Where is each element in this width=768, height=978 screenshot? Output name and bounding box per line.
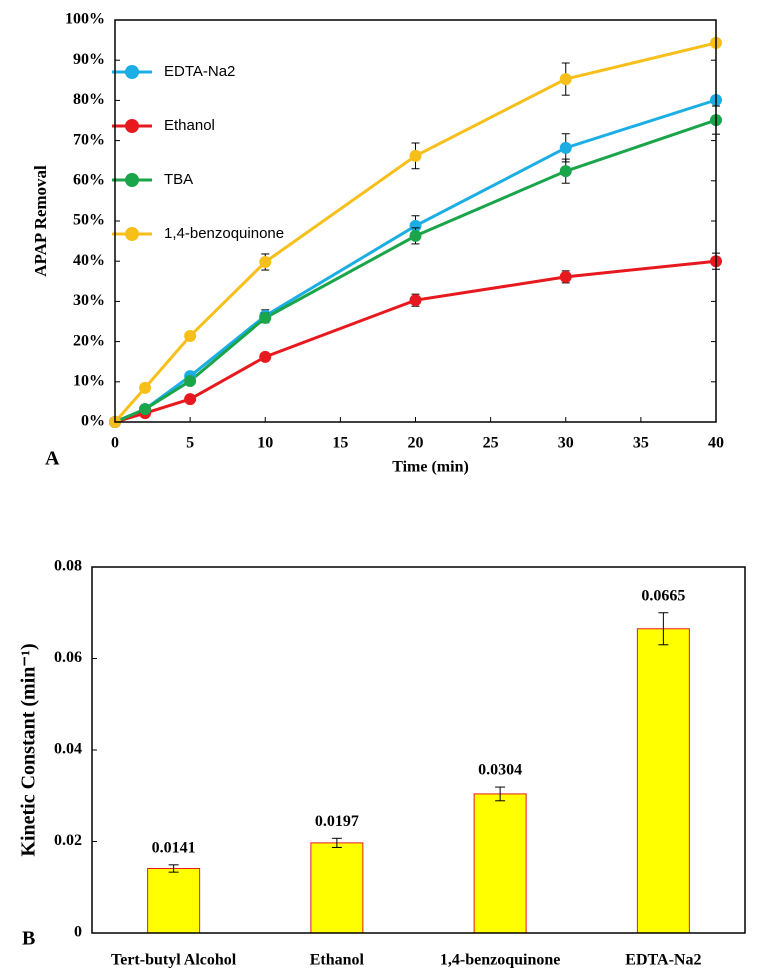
x-tick-label: 40 (708, 435, 724, 452)
y-tick-label: 90% (73, 51, 105, 68)
y-tick-label: 10% (73, 372, 105, 389)
data-point (559, 270, 572, 283)
legend-label: TBA (164, 171, 193, 188)
data-point (259, 256, 272, 269)
y-axis-title: Kinetic Constant (min⁻¹) (18, 643, 40, 856)
bar (310, 842, 364, 934)
y-tick-label: 40% (73, 252, 105, 269)
y-tick-label: 0.04 (54, 741, 82, 758)
x-tick-label: 10 (257, 435, 273, 452)
x-tick-label: 15 (332, 435, 348, 452)
error-bar (658, 612, 669, 646)
legend-marker (125, 119, 139, 133)
y-tick-label: 0 (74, 924, 82, 941)
x-tick-label: 35 (633, 435, 649, 452)
bar (473, 793, 527, 934)
value-label: 0.0665 (641, 587, 685, 604)
data-point (409, 294, 422, 307)
legend-label: Ethanol (164, 117, 215, 134)
panel-label: B (22, 928, 35, 950)
value-label: 0.0304 (478, 762, 522, 779)
y-tick-label: 0.08 (54, 558, 82, 575)
bar (147, 867, 201, 934)
data-point (139, 381, 152, 394)
x-tick-label: Ethanol (310, 952, 365, 969)
x-tick-label: 25 (483, 435, 499, 452)
y-tick-label: 20% (73, 332, 105, 349)
y-axis-title: APAP Removal (31, 165, 50, 277)
bar (636, 628, 690, 934)
panel-label: A (45, 448, 60, 470)
x-tick-label: Tert-butyl Alcohol (111, 952, 237, 969)
legend-marker (125, 173, 139, 187)
plot-frame (91, 566, 746, 934)
y-tick-label: 0% (81, 413, 105, 430)
error-bar (331, 837, 342, 848)
y-tick-label: 0.06 (54, 649, 82, 666)
legend-label: 1,4-benzoquinone (164, 225, 284, 242)
data-point (409, 229, 422, 242)
legend-label: EDTA-Na2 (164, 63, 235, 80)
data-point (139, 403, 152, 416)
y-tick-label: 60% (73, 171, 105, 188)
plot-frame (114, 19, 717, 423)
x-tick-label: 5 (186, 435, 194, 452)
data-point (259, 311, 272, 324)
x-tick-label: 20 (408, 435, 424, 452)
x-tick-label: 1,4-benzoquinone (440, 952, 560, 969)
y-tick-label: 70% (73, 131, 105, 148)
data-point (259, 350, 272, 363)
y-tick-label: 50% (73, 212, 105, 229)
y-tick-label: 30% (73, 292, 105, 309)
value-label: 0.0141 (152, 840, 196, 857)
data-point (409, 219, 422, 232)
data-point (184, 374, 197, 387)
data-point (559, 141, 572, 154)
data-point (409, 149, 422, 162)
error-bar (168, 864, 179, 873)
x-tick-label: EDTA-Na2 (625, 952, 701, 969)
x-tick-label: 0 (111, 435, 119, 452)
legend-marker (125, 227, 139, 241)
error-bar (495, 786, 506, 802)
y-tick-label: 100% (65, 11, 105, 28)
y-tick-label: 0.02 (54, 832, 82, 849)
legend-marker (125, 65, 139, 79)
data-point (559, 73, 572, 86)
value-label: 0.0197 (315, 813, 359, 830)
x-axis-title: Time (min) (392, 459, 469, 476)
y-tick-label: 80% (73, 91, 105, 108)
x-tick-label: 30 (558, 435, 574, 452)
series-line (114, 259, 717, 424)
data-point (559, 165, 572, 178)
data-point (184, 329, 197, 342)
data-point (184, 393, 197, 406)
